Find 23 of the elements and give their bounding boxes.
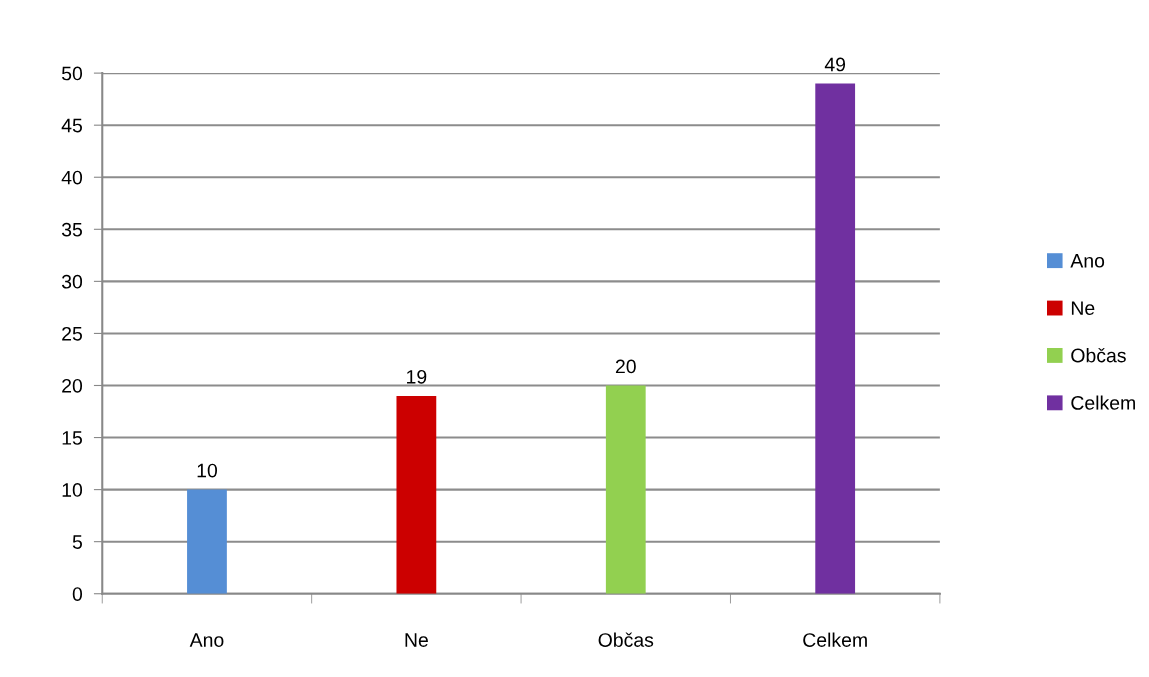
y-tick-label: 50 <box>61 66 83 81</box>
x-tick-label: Občas <box>598 632 654 647</box>
y-tick-label: 35 <box>61 222 82 237</box>
data-label: 20 <box>615 359 636 374</box>
y-tick-label: 20 <box>62 378 83 393</box>
y-tick-label: 25 <box>62 326 82 341</box>
y-tick-label: 30 <box>61 274 83 289</box>
x-tick-label: Ne <box>405 633 428 647</box>
x-tick-label: Ano <box>189 633 224 647</box>
legend-label: Ne <box>1071 301 1095 315</box>
y-tick-label: 0 <box>72 587 83 601</box>
y-tick-label: 10 <box>62 483 83 497</box>
data-label: 19 <box>407 369 427 384</box>
legend-label: Ano <box>1070 254 1105 268</box>
data-label: 10 <box>197 463 218 478</box>
y-tick-label: 15 <box>62 431 82 445</box>
x-tick-label: Celkem <box>803 632 867 647</box>
legend-label: Občas <box>1071 348 1126 363</box>
y-tick-label: 45 <box>61 118 82 133</box>
y-tick-label: 40 <box>61 170 83 185</box>
y-tick-label: 5 <box>72 535 82 549</box>
legend-label: Celkem <box>1071 395 1135 410</box>
data-label: 49 <box>824 57 846 72</box>
